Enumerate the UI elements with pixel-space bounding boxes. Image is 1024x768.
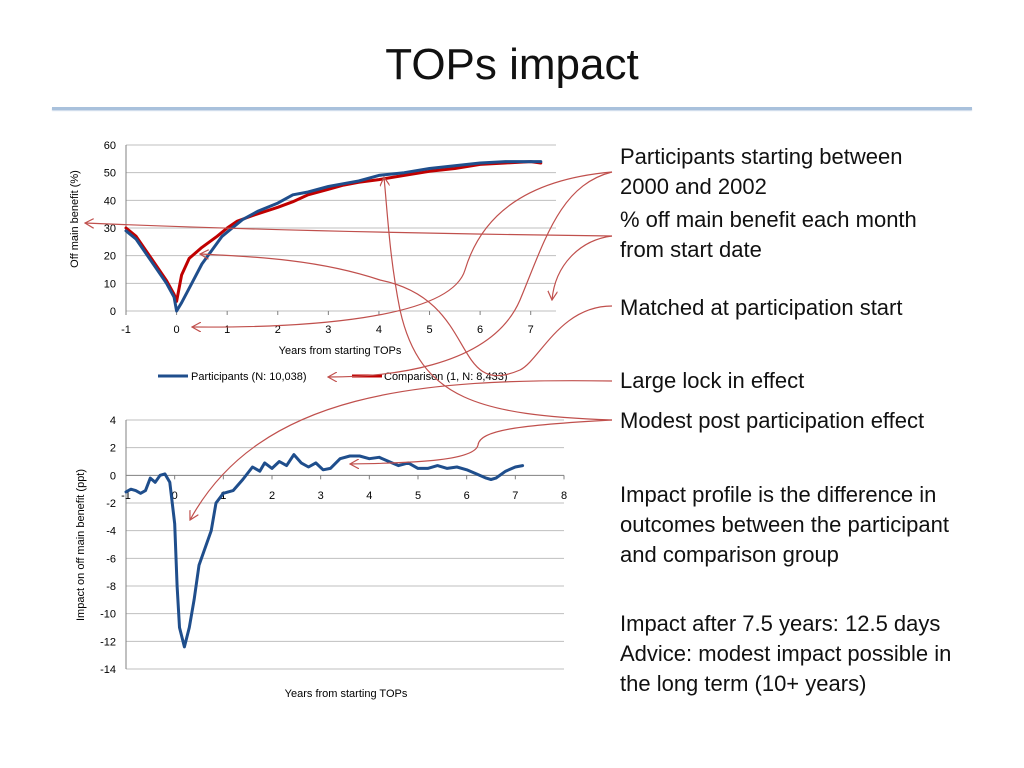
y-tick-label: 50 (104, 168, 116, 180)
bottom-chart-y-axis-label: Impact on off main benefit (ppt) (75, 469, 87, 621)
note-off-benefit: % off main benefit each month from start… (620, 205, 917, 265)
x-tick-label: 4 (376, 324, 382, 336)
x-tick-label: 6 (477, 324, 483, 336)
y-tick-label: 10 (104, 278, 116, 290)
note-participants: Participants starting between 2000 and 2… (620, 142, 903, 202)
y-tick-label: 20 (104, 251, 116, 263)
bottom-chart-series (124, 453, 525, 649)
x-tick-label: 3 (325, 324, 331, 336)
y-tick-label: 0 (110, 470, 116, 482)
x-tick-label: 2 (269, 490, 275, 502)
x-tick-label: 0 (172, 490, 178, 502)
note-matched: Matched at participation start (620, 295, 903, 320)
y-tick-label: -14 (100, 664, 116, 676)
x-tick-label: 2 (275, 324, 281, 336)
y-tick-label: -2 (106, 498, 116, 510)
arrow-matched-start (200, 254, 613, 377)
x-tick-label: 4 (366, 490, 372, 502)
note-lock-in: Large lock in effect (620, 368, 805, 393)
x-tick-label: 5 (426, 324, 432, 336)
note-modest-effect: Modest post participation effect (620, 408, 925, 433)
top-chart-y-ticks: 0 10 20 30 40 50 60 (104, 140, 116, 318)
y-tick-label: -6 (106, 553, 116, 565)
note-off-benefit-line1: % off main benefit each month (620, 207, 917, 232)
arrow-modest-effect-bottom (350, 419, 613, 464)
x-tick-label: -1 (121, 324, 131, 336)
arrow-to-x-axis-zero (192, 171, 613, 327)
legend-comparison-label: Comparison (1, N: 8,433) (384, 371, 508, 383)
x-tick-label: 1 (220, 490, 226, 502)
x-tick-label: 7 (528, 324, 534, 336)
arrow-to-y-axis-label (85, 223, 613, 237)
x-tick-label: 7 (512, 490, 518, 502)
note-impact-after-line3: the long term (10+ years) (620, 671, 867, 696)
y-tick-label: 30 (104, 223, 116, 235)
note-impact-after-line1: Impact after 7.5 years: 12.5 days (620, 611, 941, 636)
x-tick-label: 6 (464, 490, 470, 502)
note-impact-after: Impact after 7.5 years: 12.5 days Advice… (620, 609, 951, 699)
top-chart-gridlines (125, 144, 556, 312)
x-tick-label: 5 (415, 490, 421, 502)
bottom-chart-x-axis-label: Years from starting TOPs (285, 688, 408, 700)
series-line-impact (124, 453, 525, 649)
bottom-chart-gridlines (125, 419, 564, 670)
y-tick-label: 0 (110, 306, 116, 318)
note-impact-after-line2: Advice: modest impact possible in (620, 641, 952, 666)
top-chart-x-axis-label: Years from starting TOPs (279, 345, 402, 357)
y-tick-label: 4 (110, 415, 116, 427)
arrow-lock-in (190, 380, 613, 520)
note-impact-profile-line1: Impact profile is the difference in (620, 482, 937, 507)
x-tick-label: 3 (318, 490, 324, 502)
note-participants-line2: 2000 and 2002 (620, 174, 767, 199)
top-line-chart: 0 10 20 30 40 50 60 -1 0 1 2 3 4 5 6 7 Years from star… (69, 140, 556, 383)
x-tick-label: 1 (224, 324, 230, 336)
note-impact-profile-line3: and comparison group (620, 542, 839, 567)
bottom-line-chart: 420-2-4-6-8-10-12-14 -1 0 1 2 3 4 5 6 7 8 Years f… (75, 415, 567, 700)
y-tick-label: 60 (104, 140, 116, 152)
note-off-benefit-line2: from start date (620, 237, 762, 262)
arrow-to-legend (328, 171, 613, 377)
y-tick-label: -4 (106, 526, 116, 538)
x-tick-label: -1 (121, 490, 131, 502)
bottom-chart-y-ticks: 4 2 0 -2 -4 -6 -8 -10 -12 -14 (100, 415, 116, 676)
y-tick-label: -10 (100, 609, 116, 621)
top-chart-legend: Participants (N: 10,038) Comparison (1, … (158, 371, 508, 383)
y-tick-label: -12 (100, 636, 116, 648)
slide-title: TOPs impact (385, 40, 639, 89)
arrow-to-chart-right (552, 235, 613, 300)
y-tick-label: -8 (106, 581, 116, 593)
top-chart-y-axis-label: Off main benefit (%) (69, 170, 81, 268)
title-divider (52, 107, 972, 110)
annotation-arrows (85, 171, 613, 520)
top-chart-series (124, 160, 543, 313)
note-impact-profile-line2: outcomes between the participant (620, 512, 949, 537)
arrow-modest-effect (384, 177, 613, 421)
bottom-chart-x-ticks: -1 0 1 2 3 4 5 6 7 8 (121, 475, 567, 502)
x-tick-label: 0 (174, 324, 180, 336)
legend-participants-label: Participants (N: 10,038) (191, 371, 307, 383)
y-tick-label: 2 (110, 443, 116, 455)
y-tick-label: 40 (104, 195, 116, 207)
note-impact-profile: Impact profile is the difference in outc… (620, 480, 949, 570)
x-tick-label: 8 (561, 490, 567, 502)
top-chart-x-ticks: -1 0 1 2 3 4 5 6 7 (121, 311, 534, 336)
note-participants-line1: Participants starting between (620, 144, 903, 169)
series-line-participants (124, 160, 543, 313)
